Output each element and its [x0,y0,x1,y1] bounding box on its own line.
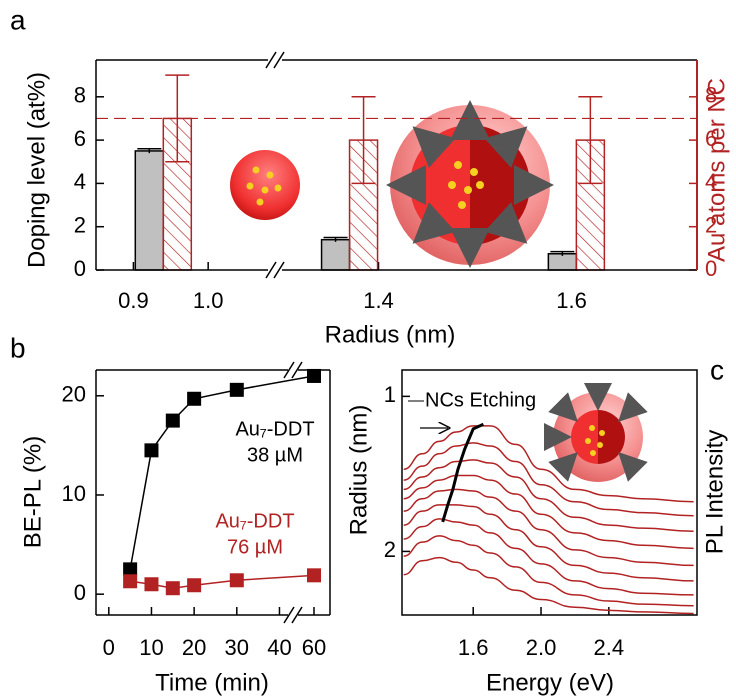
marker [187,578,202,593]
annotation: 38 µM [247,444,303,466]
x-tick-label: 20 [182,635,206,660]
frame [401,369,698,616]
axis-break [283,361,295,379]
x-axis-label: Radius (nm) [325,321,456,348]
spectrum [403,474,694,550]
axis-break [283,606,295,624]
bar [134,150,165,271]
y2-tick-label: 6 [705,126,717,151]
x-tick-label: 60 [302,635,326,660]
marker [144,443,159,458]
x-tick-label: 2.4 [594,635,625,660]
spectrum [403,535,694,607]
y-tick-label: 2 [384,537,396,562]
y-axis-label: Doping level (at%) [23,72,50,268]
y2-axis-label: PL Intensity [701,430,728,555]
series-line [129,375,315,570]
y2-tick-label: 2 [705,213,717,238]
x-tick-label: 1.4 [363,288,394,313]
x-tick-label: 0 [103,635,115,660]
panel-label: a [10,4,26,35]
annotation: Au₇-DDT [215,510,294,532]
bar [320,238,351,271]
y2-axis-label: Au atoms per NC [703,78,730,262]
annotation: NCs Etching [425,389,536,411]
axis-break [273,51,285,69]
y-tick-label: 20 [62,382,86,407]
spectrum [403,425,694,503]
etching-icon-small [544,383,648,482]
marker [187,391,202,406]
x-tick-label: 10 [139,635,163,660]
y2-tick-label: 4 [705,169,717,194]
annotation: Au₇-DDT [235,418,314,440]
y-tick-label: 6 [74,126,86,151]
peak-trace [441,422,485,523]
marker [123,562,138,577]
spectrum [403,459,694,533]
bar [547,253,578,271]
spectrum [403,504,694,582]
y-tick-label: 10 [62,481,86,506]
y-tick-label: 8 [74,83,86,108]
x-axis-label: Energy (eV) [486,669,614,696]
y-tick-label: 2 [74,213,86,238]
axis-break [265,261,277,279]
marker [165,581,180,596]
spectrum [403,442,694,517]
spectrum [403,556,694,615]
etching-icon [386,100,554,268]
x-tick-label: 0.9 [118,288,149,313]
x-tick-label: 1.0 [193,288,224,313]
marker [307,568,321,583]
spectra [403,425,694,615]
y-tick-label: 0 [74,256,86,281]
y-tick-label: 4 [74,169,86,194]
marker [307,368,321,383]
axis-break [265,51,277,69]
panel-label: c [710,354,724,385]
marker [229,382,244,397]
x-tick-label: 1.6 [458,635,489,660]
x-tick-label: 2.0 [526,635,557,660]
y-axis-label: BE-PL (%) [19,436,46,548]
y-tick-label: 0 [74,580,86,605]
nanocrystal-icon [230,150,300,220]
y2-tick-label: 0 [705,256,717,281]
x-tick-label: 40 [267,635,291,660]
axis-break [291,606,303,624]
spectrum [403,488,694,567]
y-axis-label: Radius (nm) [345,405,372,536]
x-axis-label: Time (min) [155,669,269,696]
marker [229,573,244,588]
y2-tick-label: 8 [705,83,717,108]
axis-break [273,261,285,279]
marker [123,574,138,589]
y-tick-label: 1 [384,382,396,407]
x-tick-label: 1.6 [556,288,587,313]
panel-label: b [10,332,26,363]
marker [165,413,180,428]
marker [144,577,159,592]
spectrum [403,518,694,596]
x-tick-label: 30 [225,635,249,660]
axis-break [291,361,303,379]
annotation: 76 µM [227,536,283,558]
